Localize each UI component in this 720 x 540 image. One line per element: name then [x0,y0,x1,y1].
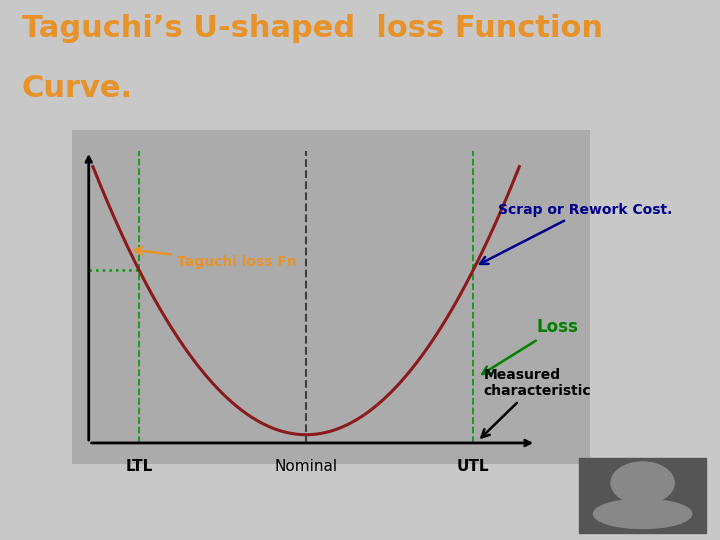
Text: LTL: LTL [125,458,153,474]
Text: Curve.: Curve. [22,73,132,103]
Text: Scrap or Rework Cost.: Scrap or Rework Cost. [480,202,672,264]
Text: Taguchi’s U-shaped  loss Function: Taguchi’s U-shaped loss Function [22,14,603,43]
Text: UTL: UTL [457,458,490,474]
Text: Loss: Loss [482,319,578,374]
Ellipse shape [593,499,692,529]
Ellipse shape [611,462,674,504]
Text: Nominal: Nominal [274,458,338,474]
Text: Taguchi loss Fn: Taguchi loss Fn [135,247,296,269]
Text: Measured
characteristic: Measured characteristic [482,368,591,437]
